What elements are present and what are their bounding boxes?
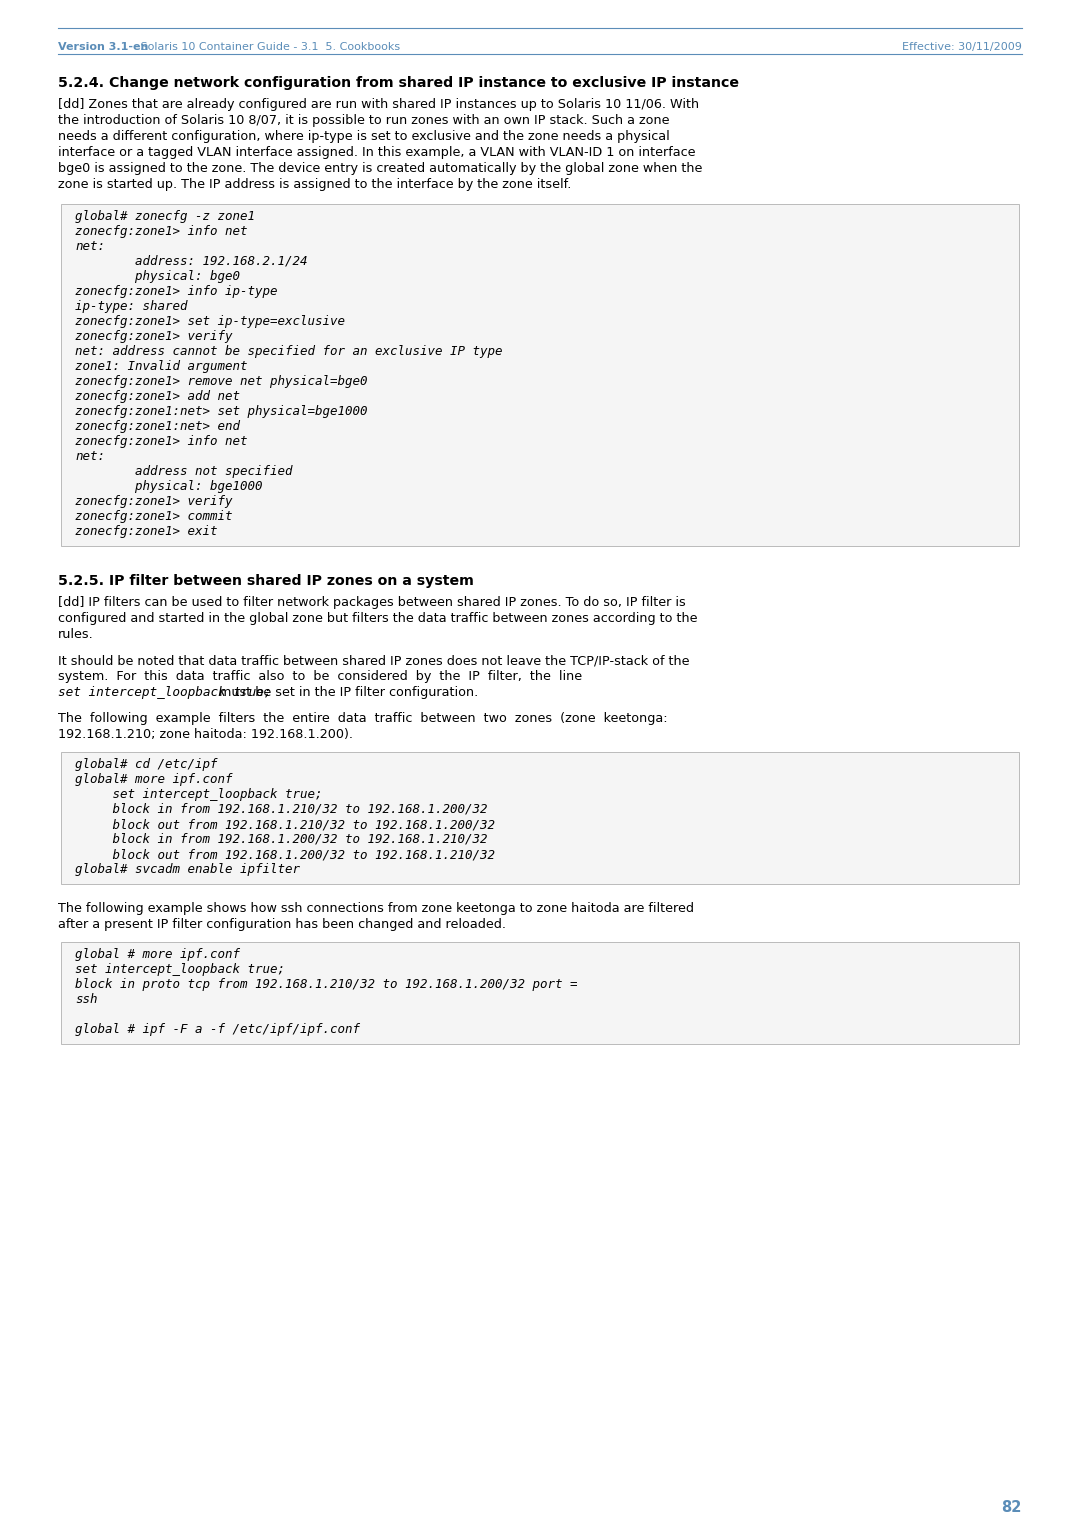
Text: global # more ipf.conf: global # more ipf.conf [75, 947, 240, 961]
Text: rules.: rules. [58, 628, 94, 642]
Text: zone is started up. The IP address is assigned to the interface by the zone itse: zone is started up. The IP address is as… [58, 177, 571, 191]
Text: The  following  example  filters  the  entire  data  traffic  between  two  zone: The following example filters the entire… [58, 712, 667, 724]
Text: block in proto tcp from 192.168.1.210/32 to 192.168.1.200/32 port =: block in proto tcp from 192.168.1.210/32… [75, 978, 578, 992]
Text: zonecfg:zone1:net> end: zonecfg:zone1:net> end [75, 420, 240, 432]
Text: net: address cannot be specified for an exclusive IP type: net: address cannot be specified for an … [75, 345, 502, 358]
Text: configured and started in the global zone but filters the data traffic between z: configured and started in the global zon… [58, 613, 698, 625]
Text: net:: net: [75, 451, 105, 463]
Text: zonecfg:zone1> commit: zonecfg:zone1> commit [75, 510, 232, 523]
Text: The following example shows how ssh connections from zone keetonga to zone haito: The following example shows how ssh conn… [58, 902, 694, 915]
Text: block out from 192.168.1.200/32 to 192.168.1.210/32: block out from 192.168.1.200/32 to 192.1… [75, 848, 495, 860]
Text: the introduction of Solaris 10 8/07, it is possible to run zones with an own IP : the introduction of Solaris 10 8/07, it … [58, 115, 670, 127]
Text: block out from 192.168.1.210/32 to 192.168.1.200/32: block out from 192.168.1.210/32 to 192.1… [75, 817, 495, 831]
Text: [dd] IP filters can be used to filter network packages between shared IP zones. : [dd] IP filters can be used to filter ne… [58, 596, 686, 610]
Text: zonecfg:zone1> remove net physical=bge0: zonecfg:zone1> remove net physical=bge0 [75, 374, 367, 388]
Text: global# more ipf.conf: global# more ipf.conf [75, 773, 232, 785]
Text: bge0 is assigned to the zone. The device entry is created automatically by the g: bge0 is assigned to the zone. The device… [58, 162, 702, 176]
Text: ssh: ssh [75, 993, 97, 1005]
Text: zonecfg:zone1> add net: zonecfg:zone1> add net [75, 390, 240, 403]
Text: Solaris 10 Container Guide - 3.1  5. Cookbooks: Solaris 10 Container Guide - 3.1 5. Cook… [137, 41, 400, 52]
Text: 192.168.1.210; zone haitoda: 192.168.1.200).: 192.168.1.210; zone haitoda: 192.168.1.2… [58, 727, 353, 741]
Text: zonecfg:zone1> verify: zonecfg:zone1> verify [75, 495, 232, 507]
Text: block in from 192.168.1.210/32 to 192.168.1.200/32: block in from 192.168.1.210/32 to 192.16… [75, 804, 487, 816]
Text: global # ipf -F a -f /etc/ipf/ipf.conf: global # ipf -F a -f /etc/ipf/ipf.conf [75, 1024, 360, 1036]
Text: 5.2.5. IP filter between shared IP zones on a system: 5.2.5. IP filter between shared IP zones… [58, 575, 474, 588]
Text: address not specified: address not specified [75, 465, 293, 478]
Text: interface or a tagged VLAN interface assigned. In this example, a VLAN with VLAN: interface or a tagged VLAN interface ass… [58, 147, 696, 159]
Text: zonecfg:zone1> info net: zonecfg:zone1> info net [75, 225, 247, 238]
Text: net:: net: [75, 240, 105, 254]
Text: zonecfg:zone1:net> set physical=bge1000: zonecfg:zone1:net> set physical=bge1000 [75, 405, 367, 419]
Text: physical: bge0: physical: bge0 [75, 270, 240, 283]
Text: zonecfg:zone1> info net: zonecfg:zone1> info net [75, 435, 247, 448]
Text: zonecfg:zone1> info ip-type: zonecfg:zone1> info ip-type [75, 286, 278, 298]
Bar [60, 205, 1020, 545]
Text: block in from 192.168.1.200/32 to 192.168.1.210/32: block in from 192.168.1.200/32 to 192.16… [75, 833, 487, 847]
Text: Effective: 30/11/2009: Effective: 30/11/2009 [902, 41, 1022, 52]
Text: after a present IP filter configuration has been changed and reloaded.: after a present IP filter configuration … [58, 918, 507, 931]
Text: ip-type: shared: ip-type: shared [75, 299, 188, 313]
Text: global# svcadm enable ipfilter: global# svcadm enable ipfilter [75, 863, 300, 876]
Text: must be set in the IP filter configuration.: must be set in the IP filter configurati… [215, 686, 478, 698]
Text: 5.2.4. Change network configuration from shared IP instance to exclusive IP inst: 5.2.4. Change network configuration from… [58, 76, 739, 90]
Text: zonecfg:zone1> set ip-type=exclusive: zonecfg:zone1> set ip-type=exclusive [75, 315, 345, 329]
Text: address: 192.168.2.1/24: address: 192.168.2.1/24 [75, 255, 308, 267]
Text: global# zonecfg -z zone1: global# zonecfg -z zone1 [75, 209, 255, 223]
Bar [60, 752, 1020, 885]
Bar [60, 941, 1020, 1044]
Text: Version 3.1-en: Version 3.1-en [58, 41, 148, 52]
Text: zonecfg:zone1> verify: zonecfg:zone1> verify [75, 330, 232, 342]
Text: global# cd /etc/ipf: global# cd /etc/ipf [75, 758, 217, 772]
Text: needs a different configuration, where ip-type is set to exclusive and the zone : needs a different configuration, where i… [58, 130, 670, 144]
Text: zone1: Invalid argument: zone1: Invalid argument [75, 361, 247, 373]
Text: zonecfg:zone1> exit: zonecfg:zone1> exit [75, 526, 217, 538]
Text: [dd] Zones that are already configured are run with shared IP instances up to So: [dd] Zones that are already configured a… [58, 98, 699, 112]
Text: It should be noted that data traffic between shared IP zones does not leave the : It should be noted that data traffic bet… [58, 654, 689, 668]
Text: set intercept_loopback true;: set intercept_loopback true; [58, 686, 271, 698]
Text: set intercept_loopback true;: set intercept_loopback true; [75, 788, 323, 801]
Text: 82: 82 [1001, 1500, 1022, 1514]
Text: physical: bge1000: physical: bge1000 [75, 480, 262, 494]
Text: system.  For  this  data  traffic  also  to  be  considered  by  the  IP  filter: system. For this data traffic also to be… [58, 669, 582, 683]
Text: set intercept_loopback true;: set intercept_loopback true; [75, 963, 285, 976]
